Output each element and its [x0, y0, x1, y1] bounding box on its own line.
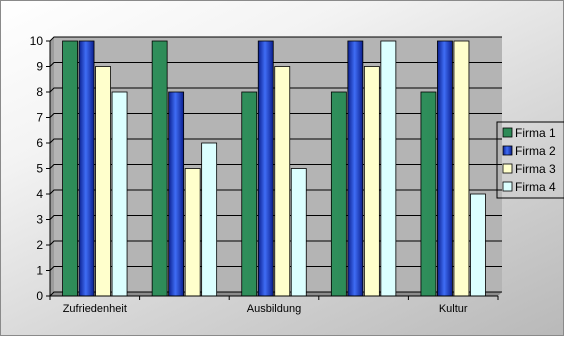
bar-firma-3-3: [363, 66, 380, 297]
bar-firma-4-1: [201, 142, 218, 297]
x-category-label: Kultur: [439, 303, 468, 315]
legend-label: Firma 4: [515, 180, 556, 194]
bar-firma-1-4: [420, 91, 437, 297]
y-tick-label: 10: [30, 34, 44, 48]
legend-swatch: [502, 181, 513, 192]
y-tick-label: 9: [36, 60, 43, 74]
bar-firma-2-4: [437, 40, 453, 297]
legend-box: [496, 121, 564, 199]
bar-firma-2-3: [347, 40, 364, 297]
y-tick-label: 3: [36, 213, 43, 227]
y-tick-label: 6: [36, 136, 43, 150]
bar-firma-3-4: [453, 40, 470, 297]
legend-label: Firma 1: [515, 126, 556, 140]
bar-firma-2-2: [257, 40, 274, 297]
bar-firma-3-0: [95, 66, 111, 297]
legend-swatch: [502, 127, 513, 138]
y-tick-label: 2: [36, 238, 43, 252]
legend: Firma 1 Firma 2 Firma 3 Firma 4: [496, 121, 564, 199]
y-tick-label: 4: [36, 187, 43, 201]
y-tick-label: 1: [36, 264, 43, 278]
bar-firma-4-2: [290, 168, 307, 297]
bar-firma-4-3: [380, 40, 397, 297]
y-tick-label: 7: [36, 111, 43, 125]
y-tick-label: 8: [36, 85, 43, 99]
legend-swatch: [502, 145, 513, 156]
bars: [62, 40, 486, 297]
axes: 0 1 2 3 4 5 6 7 8 9 10 Zufriedenheit Ausbildung Kultu…: [30, 34, 499, 315]
bar-firma-2-1: [168, 91, 185, 297]
y-tick-label: 5: [36, 162, 43, 176]
bar-firma-1-0: [62, 40, 78, 297]
x-category-label: Ausbildung: [247, 303, 301, 315]
bar-firma-2-0: [78, 40, 95, 297]
bar-firma-1-1: [151, 40, 168, 297]
legend-label: Firma 3: [515, 162, 556, 176]
bar-firma-4-0: [111, 91, 128, 297]
bar-firma-4-4: [470, 193, 486, 297]
x-category-label: Zufriedenheit: [63, 303, 127, 315]
y-tick-label: 0: [36, 289, 43, 303]
legend-swatch: [502, 163, 513, 174]
legend-label: Firma 2: [515, 144, 556, 158]
gridline: [49, 36, 502, 42]
bar-firma-3-2: [274, 66, 291, 297]
bar-firma-1-3: [330, 91, 347, 297]
bar-firma-3-1: [184, 168, 201, 297]
bar-firma-1-2: [241, 91, 258, 297]
